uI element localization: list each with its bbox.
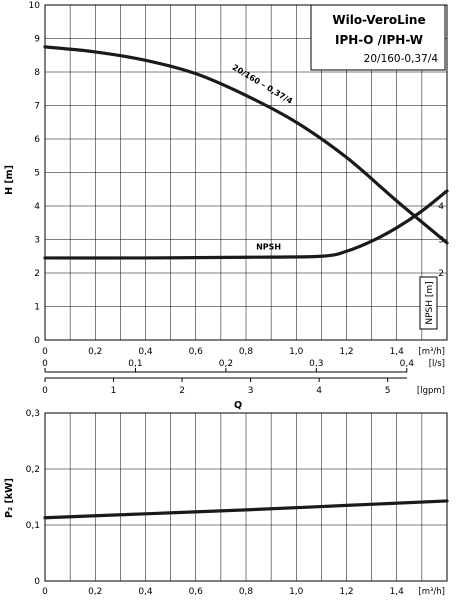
p2-axis-label: P₂ [kW]	[4, 478, 15, 518]
h-tick-label: 8	[34, 68, 40, 78]
h-tick-label: 10	[29, 1, 41, 11]
h-tick-label: 4	[34, 202, 40, 212]
npsh-tick-label: 3	[438, 236, 444, 246]
top-plot-frame	[44, 4, 448, 341]
lgpm-tick-label: 5	[385, 386, 391, 396]
bottom-q-tick-label: 0,4	[138, 587, 153, 597]
bottom-q-tick-label: 0,6	[189, 587, 204, 597]
bottom-chart-grid: 0 0,1 0,2 0,3 0 0,2 0,4 0,6 0,8 1,0 1,2 1,4 [m³/h]	[26, 409, 448, 597]
lgpm-unit-label: [lgpm]	[417, 386, 445, 396]
q-tick-label: 1,0	[289, 347, 304, 357]
q-tick-label: 0,4	[138, 347, 153, 357]
h-tick-label: 9	[34, 35, 40, 45]
bottom-q-tick-label: 0,2	[88, 587, 102, 597]
title-line-1: Wilo-VeroLine	[332, 13, 425, 27]
npsh-curve-label: NPSH	[256, 242, 281, 251]
lgpm-tick-label: 0	[42, 386, 48, 396]
ls-tick-label: 0	[42, 359, 48, 369]
p2-tick-label: 0,2	[26, 465, 40, 475]
h-tick-label: 6	[34, 135, 40, 145]
lgpm-tick-label: 1	[111, 386, 117, 396]
npsh-tick-label: 4	[438, 202, 444, 212]
q-axis-label: Q	[234, 400, 242, 411]
h-tick-label: 2	[34, 269, 40, 279]
q-tick-label: 1,2	[339, 347, 353, 357]
q-tick-label: 0,8	[239, 347, 254, 357]
p2-tick-label: 0,3	[26, 409, 40, 419]
p2-tick-label: 0,1	[26, 521, 40, 531]
npsh-curve	[43, 189, 449, 260]
lgpm-tick-label: 4	[316, 386, 322, 396]
h-axis-label: H [m]	[4, 165, 15, 195]
top-chart-curves	[43, 45, 449, 260]
p2-tick-label: 0	[34, 577, 40, 587]
pump-curve-label: 20/160 – 0,37/4	[231, 63, 295, 106]
pump-head-curve	[43, 45, 449, 245]
ls-tick-label: 0,1	[128, 359, 142, 369]
lgpm-tick-label: 2	[179, 386, 185, 396]
bottom-q-unit-label: [m³/h]	[418, 587, 445, 597]
h-tick-label: 1	[34, 303, 40, 313]
bottom-q-tick-label: 0	[42, 587, 48, 597]
bottom-chart-curves	[43, 499, 449, 520]
ls-tick-label: 0,4	[400, 359, 415, 369]
npsh-axis-label: NPSH [m]	[425, 281, 435, 324]
bottom-q-tick-label: 1,0	[289, 587, 304, 597]
ls-tick-label: 0,3	[309, 359, 323, 369]
q-tick-label: 0,6	[189, 347, 204, 357]
q-tick-label: 0	[42, 347, 48, 357]
h-tick-label: 3	[34, 236, 40, 246]
title-line-3: 20/160-0,37/4	[364, 53, 439, 65]
npsh-tick-label: 2	[438, 269, 444, 279]
ls-unit-label: [l/s]	[429, 359, 445, 369]
h-tick-label: 5	[34, 169, 40, 179]
bottom-q-tick-label: 0,8	[239, 587, 254, 597]
title-box	[310, 4, 446, 71]
title-line-2: IPH-O /IPH-W	[335, 33, 423, 47]
q-tick-label: 1,4	[390, 347, 405, 357]
ls-tick-label: 0,2	[219, 359, 233, 369]
lgpm-tick-label: 3	[248, 386, 254, 396]
bottom-q-tick-label: 1,4	[390, 587, 405, 597]
secondary-axes: 0 0,1 0,2 0,3 0,4 [l/s] 0 1 2 3 4 5 [lgpm]	[42, 359, 445, 396]
q-unit-label: [m³/h]	[418, 347, 445, 357]
npsh-axis-label-box	[419, 276, 438, 330]
bottom-q-tick-label: 1,2	[339, 587, 353, 597]
q-tick-label: 0,2	[88, 347, 102, 357]
h-tick-label: 7	[34, 102, 40, 112]
bottom-plot-frame	[44, 412, 448, 582]
h-tick-label: 0	[34, 336, 40, 346]
power-curve	[43, 499, 449, 520]
